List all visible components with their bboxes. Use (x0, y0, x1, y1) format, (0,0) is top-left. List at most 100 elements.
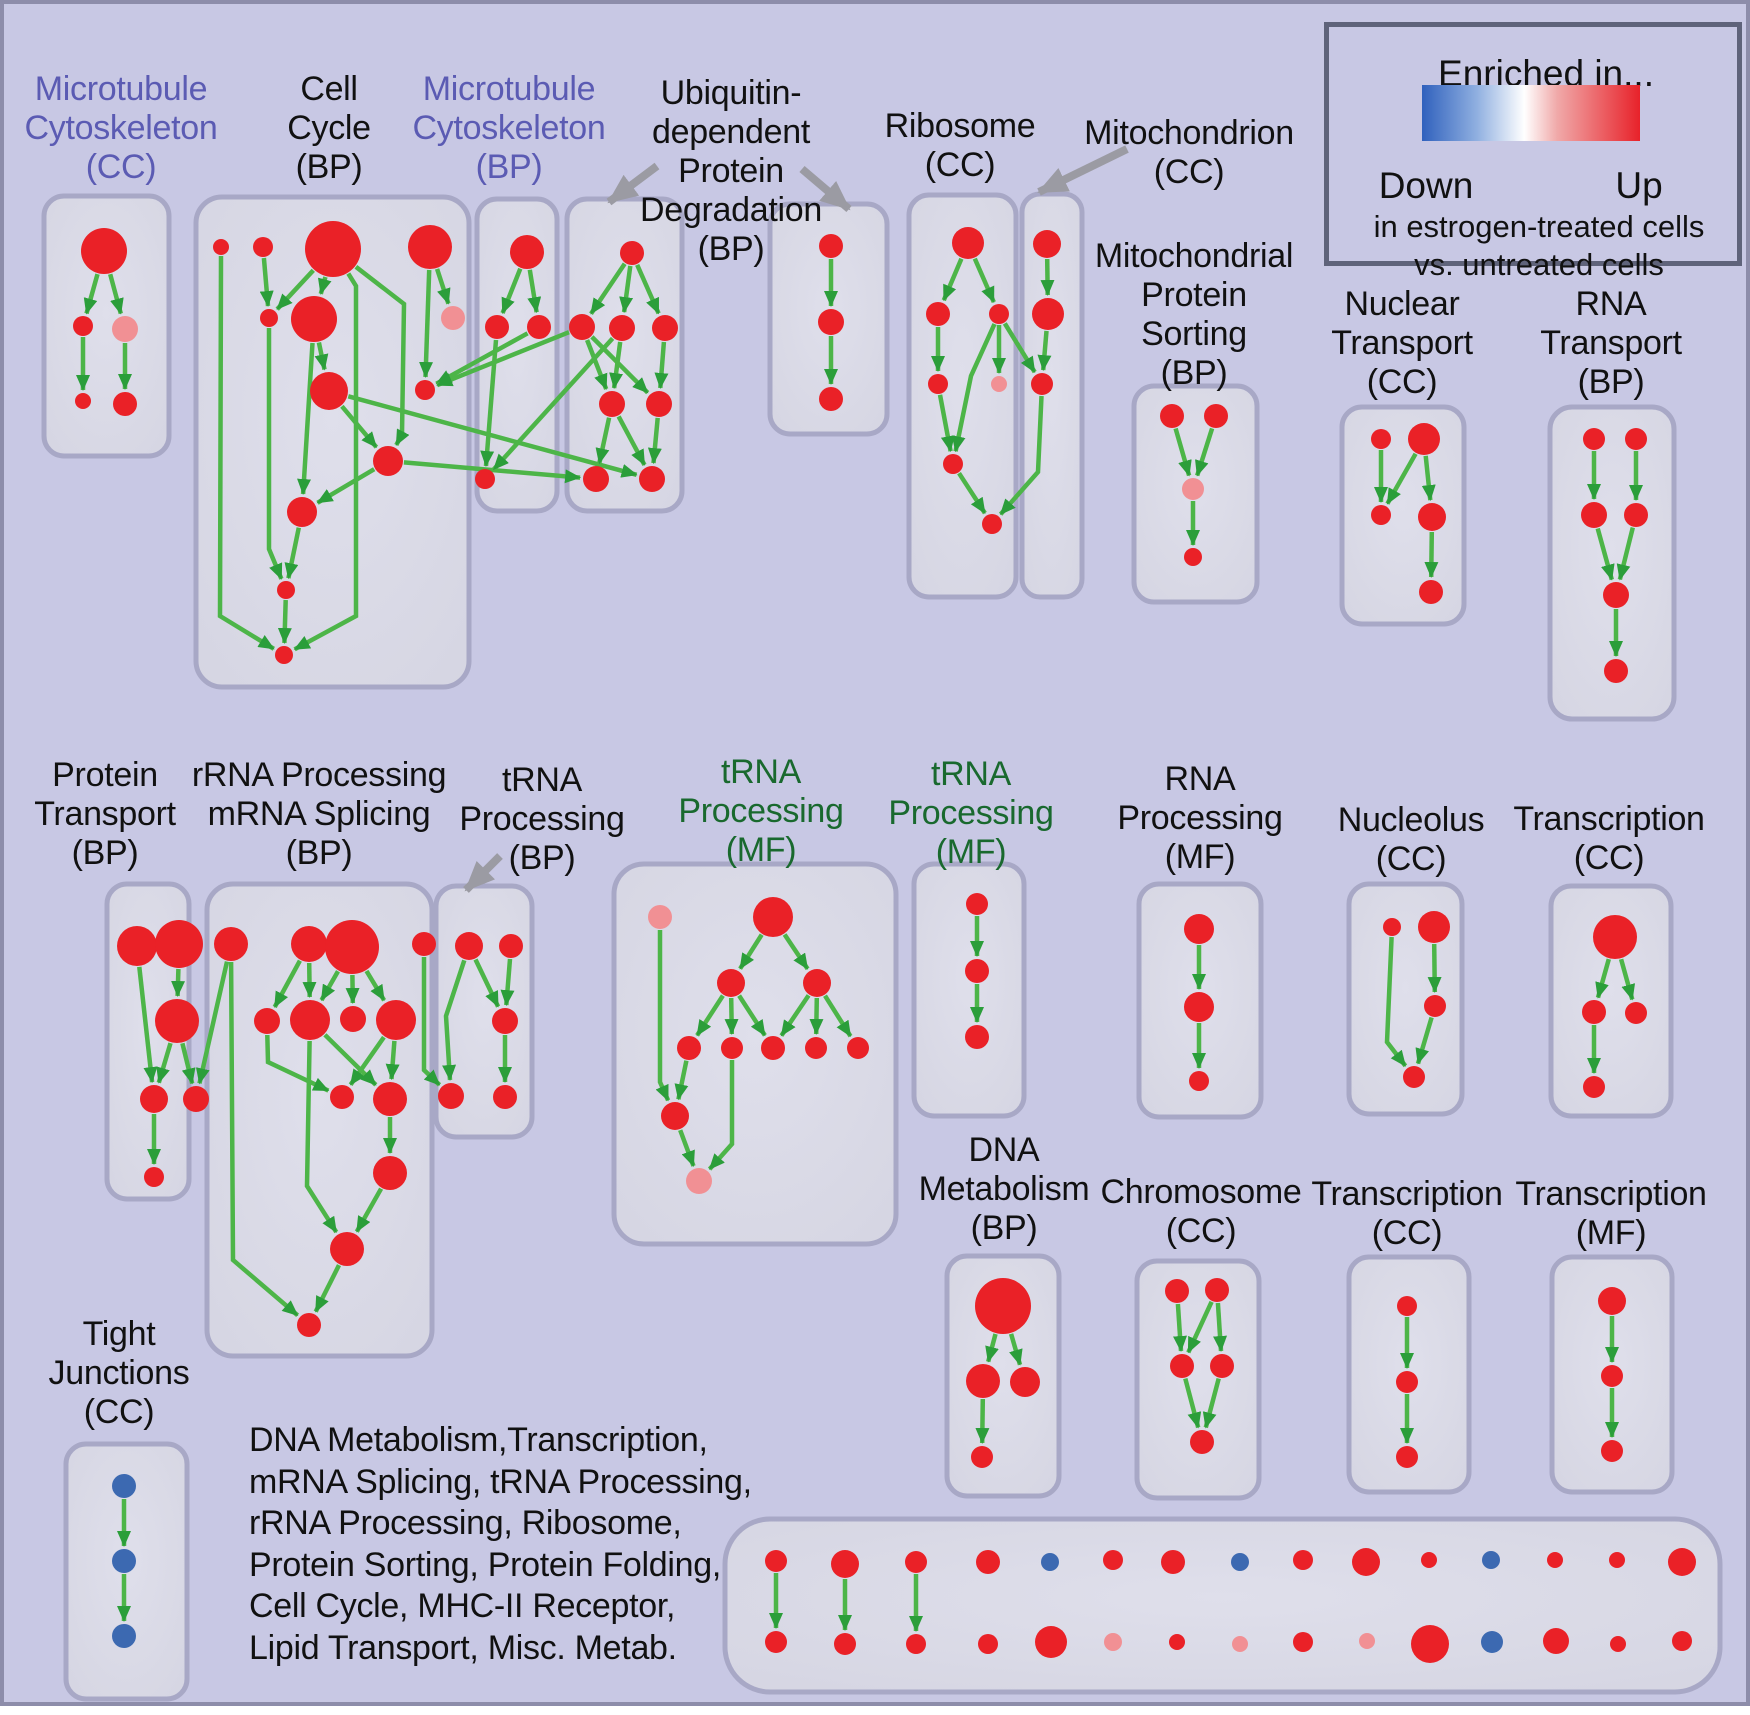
node-wt4 (976, 1550, 1000, 1574)
node-rr3 (325, 920, 379, 974)
network-svg (41, 145, 1723, 1702)
edge-ub1-ub4 (635, 263, 661, 315)
node-cc11 (287, 497, 317, 527)
node-rt2 (1625, 428, 1647, 450)
node-ub2 (569, 314, 595, 340)
node-tn2 (965, 959, 989, 983)
cluster-label-chromosome-cc: Chromosome (CC) (1100, 1173, 1302, 1250)
node-nu2 (1418, 911, 1450, 943)
node-pt3 (155, 999, 199, 1043)
node-wb5 (1035, 1626, 1067, 1658)
edge-rr6-rr12 (304, 1040, 339, 1234)
node-rb2 (926, 302, 950, 326)
node-pt5 (183, 1086, 209, 1112)
edge-rr6-rr10 (323, 1033, 378, 1087)
node-mtcc3 (112, 316, 138, 342)
node-tm8 (805, 1037, 827, 1059)
node-cc10 (373, 446, 403, 476)
node-ch5 (1190, 1430, 1214, 1454)
node-rb3 (989, 304, 1009, 324)
node-nt2 (1408, 423, 1440, 455)
node-ub8 (639, 466, 665, 492)
edge-ch2-ch4 (1213, 1302, 1228, 1352)
node-tm6 (721, 1037, 743, 1059)
node-rr10 (373, 1082, 407, 1116)
node-rp2 (1184, 992, 1214, 1022)
node-dn3 (1010, 1367, 1040, 1397)
node-cc4 (408, 225, 452, 269)
node-tc4 (1583, 1076, 1605, 1098)
cluster-label-ribosome-cc: Ribosome (CC) (884, 107, 1036, 184)
edge-cc3-cc10 (354, 265, 410, 447)
node-mi2 (1032, 298, 1064, 330)
node-wt10 (1352, 1548, 1380, 1576)
node-pt6 (144, 1167, 164, 1187)
node-cc6 (291, 296, 337, 342)
node-uq3 (819, 387, 843, 411)
edge-cc8-cc10 (340, 404, 379, 449)
edge-tm4-tm9 (823, 994, 853, 1038)
edge-ub5-ub7 (595, 417, 612, 465)
edge-rr12-rr13 (313, 1264, 342, 1313)
edge-dn1-dn3 (1008, 1333, 1023, 1366)
edge-nt2-nt4 (1421, 455, 1436, 502)
node-ub3 (609, 315, 635, 341)
cluster-label-trna-processing-bp: tRNA Processing (BP) (459, 761, 625, 877)
edge-ch4-ch5 (1202, 1378, 1221, 1429)
edge-rr1-pt5 (195, 961, 230, 1085)
node-ub6 (646, 391, 672, 417)
cluster-label-nucleolus-cc: Nucleolus (CC) (1337, 801, 1485, 878)
node-tf1 (1598, 1287, 1626, 1315)
node-rb1 (952, 227, 984, 259)
edge-ub1-ub2 (589, 262, 627, 315)
node-tj2 (112, 1549, 136, 1573)
node-wb15 (1672, 1631, 1692, 1651)
edge-rr8-rr9 (348, 1035, 386, 1086)
edge-tb2-tb3 (500, 958, 515, 1007)
cluster-label-rna-transport-bp: RNA Transport (BP) (1540, 285, 1682, 401)
node-wt11 (1421, 1552, 1437, 1568)
edge-mtbp1-mtbp2 (500, 267, 523, 315)
edge-tm10-tm11 (678, 1129, 696, 1167)
node-rb5 (991, 376, 1007, 392)
node-wb3 (906, 1634, 926, 1654)
node-tb3 (492, 1008, 518, 1034)
edge-rr4-tb4 (421, 957, 442, 1087)
edge-rb3-rb6 (951, 323, 997, 453)
edge-tc1-tc2 (1595, 958, 1611, 999)
node-rr12 (330, 1232, 364, 1266)
node-rt1 (1583, 428, 1605, 450)
node-ch2 (1205, 1278, 1229, 1302)
node-nt1 (1371, 429, 1391, 449)
node-wb1 (765, 1631, 787, 1653)
node-ub4 (652, 315, 678, 341)
edge-rb6-rb7 (957, 471, 987, 515)
node-pt4 (140, 1085, 168, 1113)
node-cc7 (441, 306, 465, 330)
edge-ms1-ms3 (1173, 427, 1192, 477)
node-nu1 (1383, 918, 1401, 936)
node-wb10 (1359, 1633, 1375, 1649)
edge-ub2-ub6 (590, 335, 650, 395)
edge-ch2-ch3 (1186, 1300, 1214, 1354)
cluster-box-rna-transport (1547, 404, 1677, 722)
node-tn3 (965, 1025, 989, 1049)
edge-ub5-ub8 (616, 415, 647, 466)
cluster-label-nuclear-transport-cc: Nuclear Transport (CC) (1331, 285, 1473, 401)
edge-cc4-cc9 (419, 269, 434, 378)
edge-dn1-dn2 (985, 1333, 999, 1363)
edge-ub2-cc9 (436, 330, 570, 388)
legend-box: Enriched in... Down Up in estrogen-treat… (1324, 22, 1742, 282)
node-tm3 (717, 969, 745, 997)
edge-cc3-cc5 (275, 268, 315, 311)
arrow-to-mitochondrion-box (1037, 145, 1129, 196)
edge-pt2-pt3 (171, 968, 186, 997)
arrow-to-trna-bp-box (463, 853, 503, 893)
node-rr1 (214, 927, 248, 961)
node-rb6 (943, 454, 963, 474)
edge-cc3-cc13 (293, 272, 359, 652)
edge-rr3-rr8 (364, 969, 387, 1002)
edge-pt3-pt5 (180, 1042, 196, 1085)
misc-cluster-text: DNA Metabolism,Transcription, mRNA Splic… (249, 1421, 752, 1667)
node-tm5 (677, 1036, 701, 1060)
